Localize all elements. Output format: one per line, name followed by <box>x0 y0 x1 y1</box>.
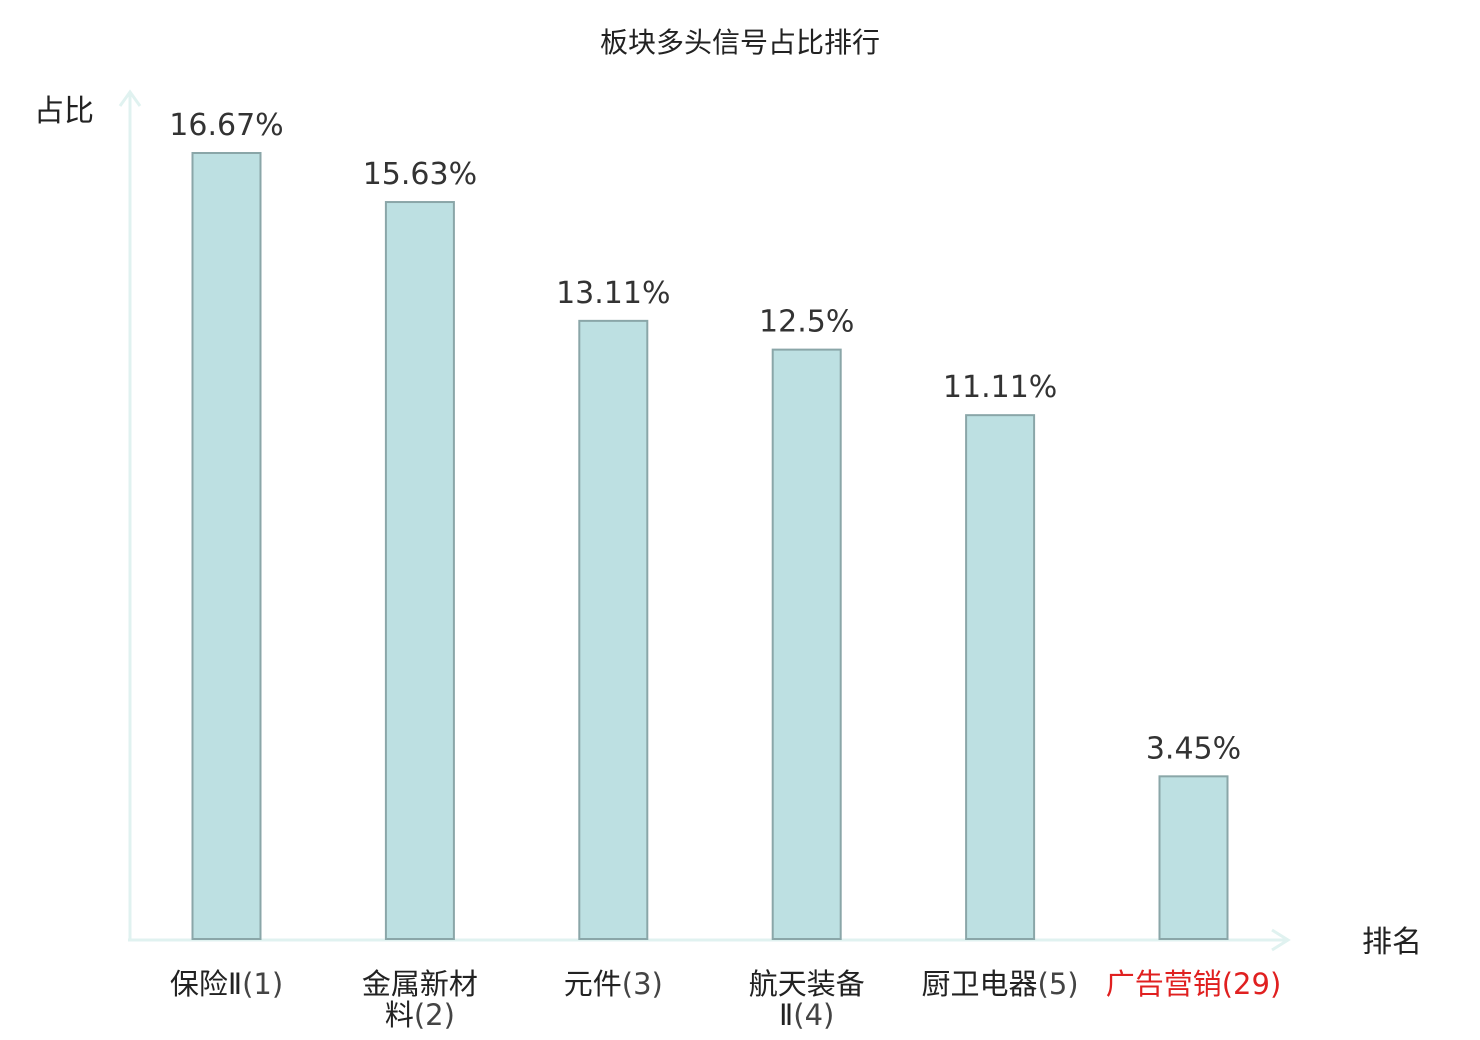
category-rank: (4) <box>793 998 834 1032</box>
value-label: 13.11% <box>556 276 670 311</box>
category-rank: (1) <box>242 967 283 1001</box>
svg-text:金属新材: 金属新材 <box>362 967 478 1001</box>
value-label: 3.45% <box>1146 731 1241 766</box>
category-label: 保险Ⅱ(1) <box>170 967 283 1001</box>
category-label: 厨卫电器(5) <box>922 967 1079 1001</box>
category-label: 广告营销(29) <box>1106 967 1282 1001</box>
svg-text:航天装备: 航天装备 <box>749 967 865 1001</box>
bars-group <box>191 152 1229 941</box>
axes <box>118 89 1291 952</box>
bar <box>191 152 262 940</box>
x-axis-arrow <box>1271 928 1291 952</box>
value-label: 11.11% <box>943 370 1057 405</box>
bar <box>578 319 649 940</box>
category-name-cont: 料 <box>385 998 414 1032</box>
y-axis-label: 占比 <box>34 94 94 129</box>
bar <box>771 348 842 941</box>
category-rank: (3) <box>622 967 663 1001</box>
svg-text:料(2): 料(2) <box>385 998 455 1032</box>
category-name: 厨卫电器 <box>922 967 1038 1001</box>
svg-text:广告营销(29): 广告营销(29) <box>1106 967 1282 1001</box>
category-name: 保险Ⅱ <box>170 967 242 1001</box>
x-axis-label: 排名 <box>1362 925 1422 960</box>
chart-title: 板块多头信号占比排行 <box>600 26 880 59</box>
category-label: 元件(3) <box>564 967 663 1001</box>
value-labels-group: 16.67% 15.63% 13.11% 12.5% 11.11% 3.45% <box>169 108 1241 766</box>
svg-text:元件(3): 元件(3) <box>564 967 663 1001</box>
bar <box>1158 775 1229 940</box>
category-name: 元件 <box>564 967 622 1001</box>
svg-text:Ⅱ(4): Ⅱ(4) <box>779 998 834 1032</box>
category-rank: (2) <box>414 998 455 1032</box>
value-label: 12.5% <box>759 305 854 340</box>
category-name: 广告营销 <box>1106 967 1222 1001</box>
value-label: 15.63% <box>363 157 477 192</box>
category-name-cont: Ⅱ <box>779 998 793 1032</box>
y-axis-arrow <box>118 89 142 107</box>
value-label: 16.67% <box>169 108 283 143</box>
category-name: 航天装备 <box>749 967 865 1001</box>
svg-text:厨卫电器(5): 厨卫电器(5) <box>922 967 1079 1001</box>
category-name: 金属新材 <box>362 967 478 1001</box>
svg-text:保险Ⅱ(1): 保险Ⅱ(1) <box>170 967 283 1001</box>
category-rank: (29) <box>1222 967 1282 1001</box>
category-rank: (5) <box>1038 967 1079 1001</box>
bar <box>965 414 1036 940</box>
bar <box>384 201 455 940</box>
